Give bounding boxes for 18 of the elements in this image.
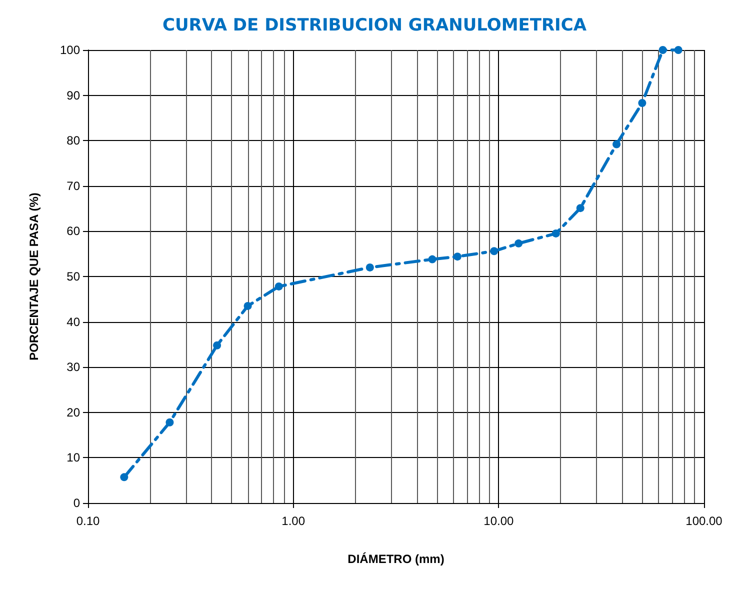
y-tick-label: 0 [73, 496, 80, 510]
y-tick-label: 10 [66, 450, 80, 465]
y-tick-label: 60 [66, 224, 80, 238]
y-tick-label: 100 [60, 43, 80, 57]
y-axis-title: PORCENTAJE QUE PASA (%) [27, 192, 41, 360]
y-tick-label: 70 [66, 178, 80, 193]
y-tick-label: 40 [66, 314, 80, 329]
x-tick-label: 0.10 [76, 514, 100, 528]
x-tick-label: 100.00 [686, 514, 723, 528]
x-tick-label: 1.00 [282, 514, 306, 528]
x-tick-label: 10.00 [484, 514, 514, 528]
y-tick-label: 50 [66, 270, 80, 284]
y-tick-label: 20 [66, 405, 80, 420]
y-tick-label: 30 [66, 360, 80, 374]
x-axis-title: DIÁMETRO (mm) [348, 552, 444, 566]
y-tick-label: 80 [66, 134, 80, 148]
y-tick-label: 90 [66, 88, 80, 102]
chart-title: CURVA DE DISTRIBUCION GRANULOMETRICA [162, 16, 588, 36]
